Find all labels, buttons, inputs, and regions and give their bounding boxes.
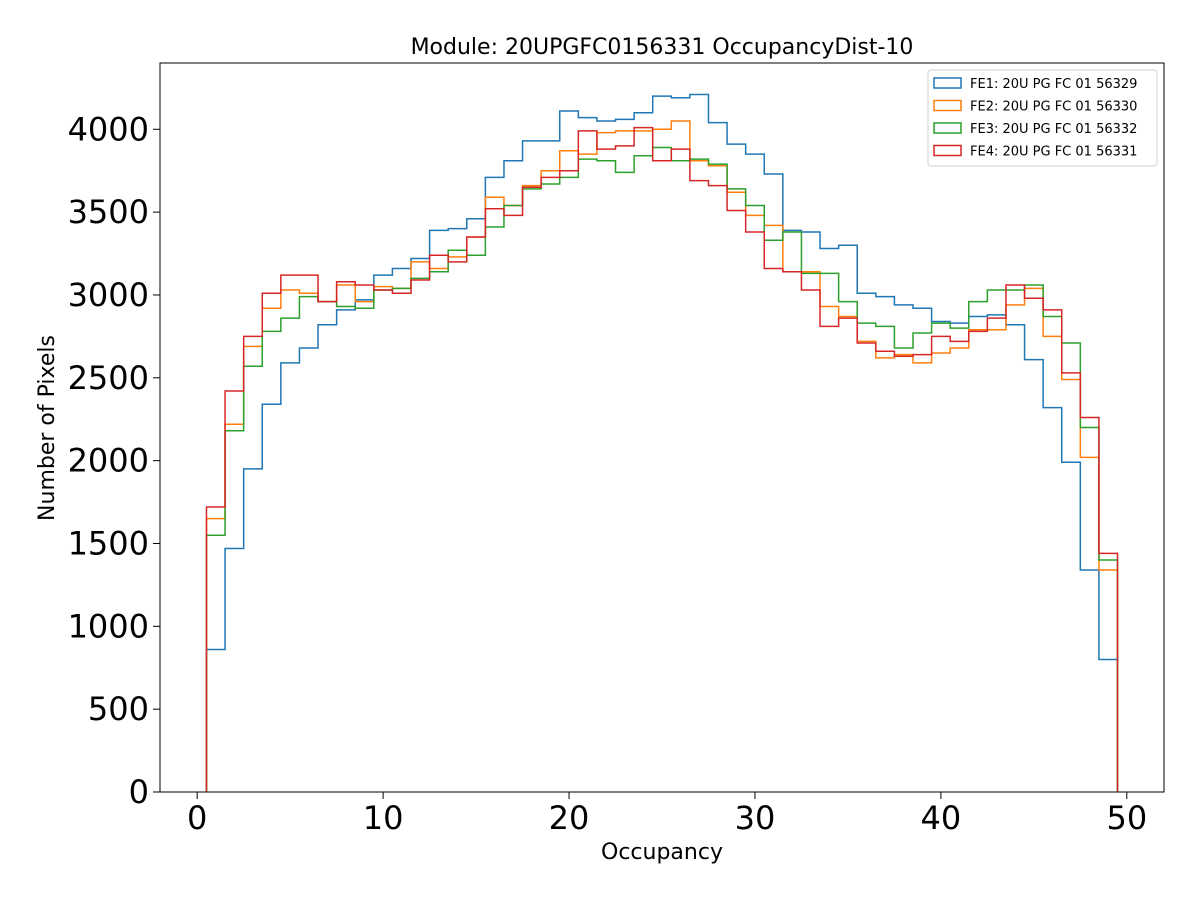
legend-label-fe4: FE4: 20U PG FC 01 56331	[970, 145, 1137, 160]
x-tick-label: 20	[549, 799, 590, 837]
y-tick-label: 1000	[68, 607, 149, 645]
x-tick-label: 10	[363, 799, 404, 837]
y-tick-label: 0	[129, 773, 149, 811]
legend-label-fe2: FE2: 20U PG FC 01 56330	[970, 100, 1137, 115]
y-tick-label: 1500	[68, 524, 149, 562]
x-tick-label: 40	[921, 799, 962, 837]
legend-label-fe1: FE1: 20U PG FC 01 56329	[970, 77, 1137, 92]
legend: FE1: 20U PG FC 01 56329 FE2: 20U PG FC 01…	[927, 69, 1158, 167]
legend-box	[927, 69, 1158, 167]
y-axis-ticks: 0 500 1000 1500 2000 2500 3000 3500 4000	[68, 110, 160, 811]
series-line-fe2	[205, 120, 1119, 792]
legend-swatch-fe2	[933, 99, 962, 112]
y-tick-label: 3000	[68, 276, 149, 314]
histogram-series	[205, 93, 1119, 792]
y-axis-label: Number of Pixels	[35, 335, 60, 521]
series-line-fe3	[205, 146, 1119, 792]
y-tick-label: 2000	[68, 442, 149, 480]
x-axis-ticks: 0 10 20 30 40 50	[187, 792, 1147, 837]
x-tick-label: 0	[187, 799, 207, 837]
y-tick-label: 3500	[68, 193, 149, 231]
y-tick-label: 4000	[68, 110, 149, 148]
x-axis-label: Occupancy	[601, 840, 723, 865]
series-line-fe4	[205, 126, 1119, 792]
x-tick-label: 50	[1106, 799, 1147, 837]
legend-swatch-fe4	[933, 144, 962, 157]
series-line-fe1	[205, 93, 1119, 792]
legend-swatch-fe1	[933, 77, 962, 89]
legend-label-fe3: FE3: 20U PG FC 01 56332	[970, 122, 1137, 137]
plot-frame	[159, 62, 1165, 793]
y-tick-label: 2500	[68, 359, 149, 397]
x-tick-label: 30	[735, 799, 776, 837]
y-tick-label: 500	[88, 690, 149, 728]
chart-title: Module: 20UPGFC0156331 OccupancyDist-10	[411, 35, 914, 60]
legend-swatch-fe3	[933, 122, 962, 134]
